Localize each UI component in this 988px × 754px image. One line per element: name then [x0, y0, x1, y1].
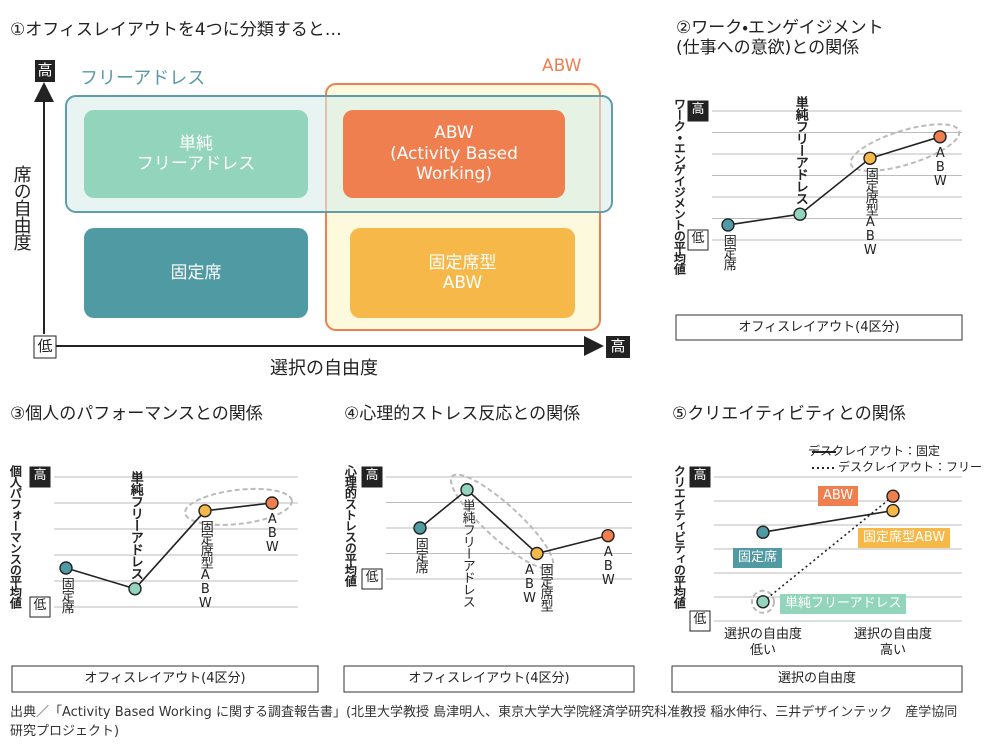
- y-tick-label: 高: [693, 468, 707, 483]
- source: 出典／「Activity Based Working に関する調査報告書」(北里…: [10, 705, 958, 739]
- x-label-box: [675, 314, 963, 341]
- category-label: 単純フリーアドレス: [459, 498, 475, 607]
- layout-box-label: 単純 フリーアドレス: [136, 133, 256, 174]
- x-high: 高: [610, 337, 626, 355]
- legend-label: デスクレイアウト：固定: [808, 444, 941, 458]
- y-tick-label: 低: [365, 570, 379, 585]
- layout-box-label: ABW (Activity Based Working): [390, 123, 518, 185]
- point: [756, 525, 770, 539]
- layout-box-label: 固定席: [170, 262, 222, 283]
- legend-label: デスクレイアウト：フリー: [838, 460, 983, 474]
- diagram-title: ①オフィスレイアウトを4つに分類すると…: [10, 20, 342, 40]
- x-axis-label: オフィスレイアウト(4区分): [84, 671, 246, 686]
- x-axis-label: 選択の自由度: [270, 358, 378, 379]
- point-label: 固定席: [733, 548, 783, 568]
- point: [265, 496, 279, 510]
- layout-box: [343, 110, 565, 198]
- category-label: 固定席型ABW: [522, 562, 553, 611]
- y-axis-label: 心理的ストレスの平均値: [343, 465, 358, 586]
- x-tick-label: 選択の自由度 低い: [723, 627, 802, 658]
- high-box: [35, 60, 55, 82]
- point: [721, 218, 735, 232]
- point: [198, 504, 212, 518]
- x-axis-label: オフィスレイアウト(4区分): [738, 320, 900, 335]
- y-tick-box: [687, 229, 709, 251]
- layout-box-label: 固定席型 ABW: [428, 252, 497, 293]
- category-label: 固定席: [720, 233, 736, 270]
- point: [59, 561, 73, 575]
- chart-title: ④心理的ストレス反応との関係: [344, 404, 581, 424]
- y-tick-label: 低: [33, 598, 47, 613]
- chart-title: ②ワーク・エンゲイジメント (仕事への意欲)との関係: [676, 18, 884, 59]
- line: [65, 502, 273, 590]
- point: [413, 521, 427, 535]
- highlight: [449, 473, 555, 570]
- y-tick-label: 低: [693, 612, 707, 627]
- category-label: ABW: [264, 512, 280, 554]
- category-label: 単純フリーアドレス: [127, 470, 143, 579]
- line: [419, 488, 609, 555]
- line: [762, 509, 894, 533]
- y-tick-box: [689, 610, 711, 632]
- group-label: フリーアドレス: [80, 68, 206, 89]
- y-tick-box: [29, 596, 51, 618]
- point: [756, 595, 770, 609]
- y-tick-label: 高: [33, 468, 47, 483]
- highlight: [849, 123, 961, 172]
- y-tick-box: [361, 466, 383, 488]
- layout-box: [350, 228, 575, 318]
- y-axis-label: 席の自由度: [10, 165, 32, 250]
- y-axis-label: ワーク・エンゲイジメントの平均値: [672, 98, 687, 274]
- y-tick-box: [361, 568, 383, 590]
- point: [601, 528, 615, 543]
- x-label-box: [671, 665, 963, 693]
- y-tick-label: 高: [691, 102, 705, 117]
- point: [863, 151, 877, 166]
- chart-title: ⑤クリエイティビティとの関係: [672, 404, 906, 424]
- highlight: [751, 589, 775, 614]
- x-axis-label: オフィスレイアウト(4区分): [408, 671, 570, 686]
- x-tick-label: 選択の自由度 高い: [853, 627, 932, 658]
- category-label: 固定席: [412, 537, 428, 573]
- line: [727, 136, 941, 226]
- point: [460, 483, 474, 497]
- low: 低: [37, 337, 53, 355]
- category-label: ABW: [600, 544, 616, 587]
- y-tick-box: [687, 100, 709, 122]
- category-label: 固定席型ABW: [197, 519, 213, 610]
- point-label: ABW: [818, 486, 859, 506]
- y-high: 高: [37, 61, 53, 79]
- y-tick-box: [689, 466, 711, 488]
- chart-title: ③個人のパフォーマンスとの関係: [10, 404, 263, 424]
- point-label: 固定席型ABW: [858, 528, 951, 548]
- y-tick-label: 高: [365, 468, 379, 483]
- point: [128, 582, 142, 596]
- point: [886, 489, 900, 503]
- point: [886, 503, 900, 518]
- y-tick-label: 低: [691, 231, 705, 246]
- point: [933, 130, 947, 144]
- point: [793, 207, 807, 221]
- layout-box: [84, 110, 308, 198]
- highlight: [184, 487, 293, 526]
- x-axis-label: 選択の自由度: [777, 671, 856, 686]
- category-label: 固定席型ABW: [862, 167, 878, 258]
- category-label: ABW: [932, 145, 948, 188]
- high-box: [606, 336, 630, 358]
- y-axis-label: クリエイティビティの平均値: [672, 465, 687, 608]
- x-label-box: [11, 665, 319, 693]
- point: [530, 546, 544, 561]
- low-box: [33, 335, 57, 359]
- x-label-box: [343, 665, 635, 693]
- category-label: 単純フリーアドレス: [792, 96, 808, 205]
- layout-box: [84, 228, 308, 318]
- group-label: ABW: [542, 56, 582, 76]
- category-label: 固定席: [58, 577, 74, 613]
- y-axis-label: 個人パフォーマンスの平均値: [8, 465, 23, 608]
- y-tick-box: [29, 466, 51, 488]
- point-label: 単純フリーアドレス: [780, 594, 907, 614]
